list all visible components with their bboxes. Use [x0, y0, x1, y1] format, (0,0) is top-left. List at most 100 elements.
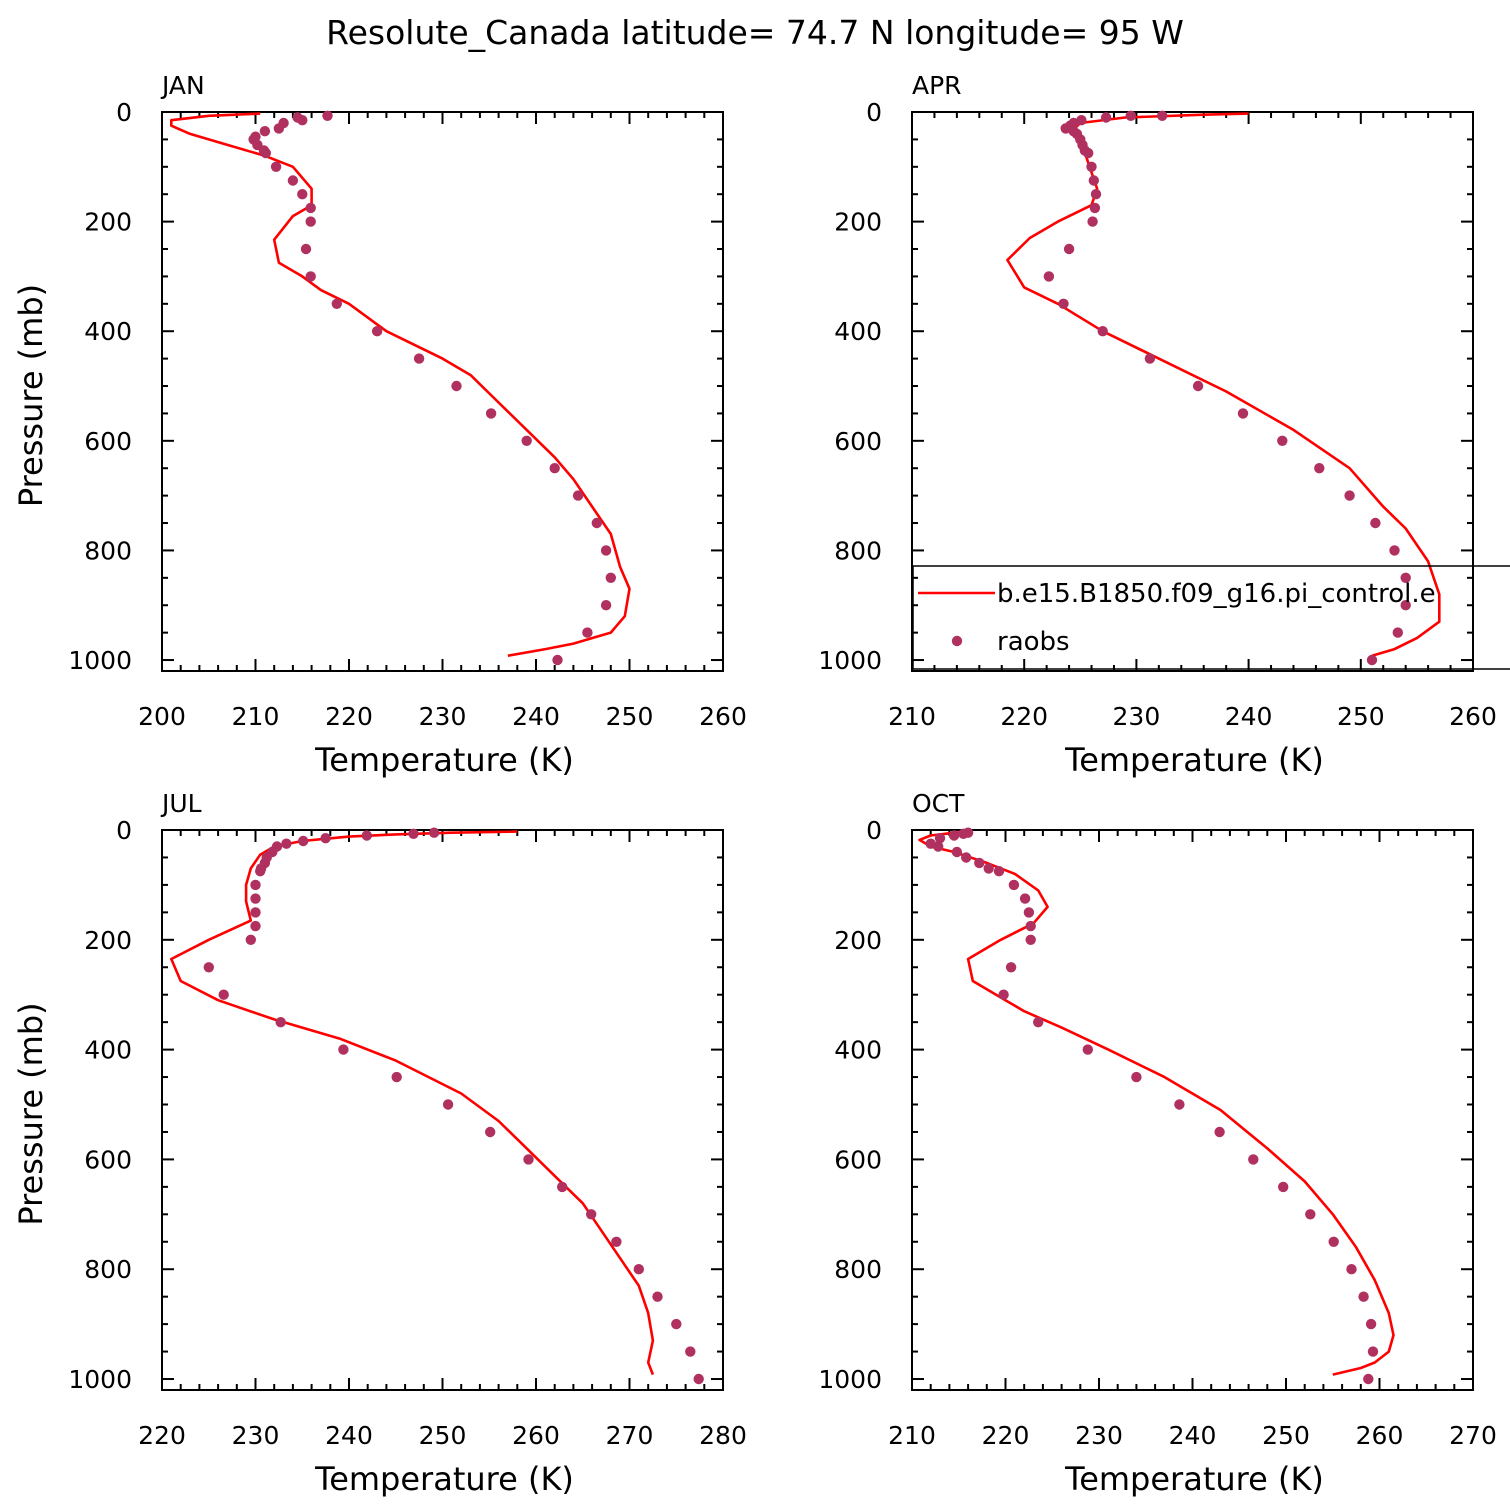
raobs-point	[203, 962, 214, 973]
raobs-point	[1278, 1181, 1289, 1193]
x-axis-label: Temperature (K)	[314, 1460, 574, 1498]
y-tick-label: 600	[834, 427, 882, 456]
y-tick-label: 200	[84, 926, 132, 955]
raobs-point	[281, 838, 292, 849]
y-tick-label: 600	[84, 1145, 132, 1174]
raobs-point	[1144, 353, 1156, 364]
raobs-point	[1086, 161, 1097, 172]
panel-label-apr: APR	[912, 71, 962, 100]
panel-label-jul: JUL	[160, 789, 202, 818]
raobs-point	[572, 490, 584, 501]
y-tick-label: 400	[84, 317, 132, 346]
raobs-point	[582, 627, 593, 638]
raobs-point	[485, 408, 497, 419]
raobs-point	[442, 1099, 454, 1110]
raobs-point	[298, 835, 309, 847]
raobs-point	[633, 1264, 644, 1275]
raobs-point	[1305, 1209, 1316, 1220]
raobs-point	[1400, 572, 1411, 583]
raobs-point	[600, 600, 612, 611]
raobs-point	[391, 1071, 402, 1083]
raobs-points-jan	[248, 110, 616, 666]
raobs-point	[1389, 545, 1400, 556]
y-tick-label: 200	[84, 208, 132, 237]
raobs-point	[331, 298, 342, 309]
raobs-point	[322, 110, 333, 122]
raobs-point	[1008, 879, 1020, 891]
raobs-point	[1192, 380, 1204, 392]
legend-box	[912, 565, 1510, 670]
y-axis-label: Pressure (mb)	[12, 284, 50, 507]
raobs-point	[933, 841, 944, 852]
model-line-jul	[170, 830, 655, 1376]
legend-marker-swatch	[951, 635, 963, 647]
x-tick-label: 220	[1000, 702, 1048, 731]
x-tick-label: 240	[1169, 1421, 1217, 1450]
panel-label-jan: JAN	[160, 71, 205, 100]
raobs-point	[275, 1017, 286, 1028]
x-tick-label: 250	[1337, 702, 1385, 731]
y-tick-label: 400	[84, 1036, 132, 1065]
raobs-point	[948, 830, 960, 841]
raobs-point	[1043, 271, 1055, 282]
raobs-point	[250, 879, 261, 891]
raobs-point	[1344, 490, 1355, 501]
raobs-point	[998, 989, 1009, 1000]
raobs-point	[1060, 123, 1071, 134]
raobs-point	[521, 435, 532, 446]
raobs-points-oct	[925, 827, 1379, 1385]
raobs-point	[1366, 654, 1378, 666]
raobs-point	[297, 115, 308, 126]
raobs-point	[260, 147, 271, 159]
raobs-point	[1025, 920, 1036, 932]
raobs-point	[1367, 1346, 1379, 1357]
y-tick-label: 600	[84, 427, 132, 456]
x-tick-label: 210	[888, 702, 936, 731]
plot-frame-jan	[161, 111, 724, 672]
y-tick-label: 400	[834, 317, 882, 346]
x-tick-label: 240	[512, 702, 560, 731]
raobs-point	[523, 1154, 534, 1165]
raobs-point	[1076, 115, 1087, 126]
y-tick-label: 0	[116, 98, 132, 127]
plot-frame-oct	[911, 829, 1474, 1391]
raobs-point	[1088, 175, 1100, 186]
raobs-point	[1248, 1154, 1259, 1165]
raobs-point	[255, 866, 266, 877]
x-tick-label: 260	[1356, 1421, 1404, 1450]
x-tick-label: 230	[232, 1421, 280, 1450]
raobs-point	[305, 271, 316, 282]
raobs-point	[408, 828, 419, 839]
raobs-point	[338, 1044, 349, 1055]
y-tick-label: 1000	[818, 646, 882, 675]
model-line-jan	[170, 112, 631, 657]
raobs-point	[1082, 1044, 1094, 1055]
legend-label-raobs: raobs	[997, 627, 1070, 657]
panel-apr: APR 210 220 230 240 250 260 0 200 400 600 800 1000 Te…	[818, 71, 1496, 779]
raobs-point	[611, 1236, 622, 1248]
raobs-point	[1358, 1291, 1369, 1302]
y-tick-label: 800	[834, 536, 882, 565]
raobs-point	[451, 380, 462, 392]
x-tick-label: 260	[1449, 702, 1497, 731]
ticks-oct	[911, 829, 1474, 1390]
raobs-points-apr	[1043, 110, 1411, 666]
raobs-point	[591, 517, 602, 529]
y-tick-label: 800	[84, 536, 132, 565]
raobs-point	[1005, 962, 1017, 973]
raobs-point	[1019, 893, 1031, 904]
x-tick-label: 210	[232, 702, 280, 731]
y-tick-label: 600	[834, 1145, 882, 1174]
raobs-point	[305, 216, 316, 227]
raobs-point	[320, 833, 331, 844]
raobs-points-jul	[203, 827, 704, 1385]
raobs-point	[549, 463, 560, 474]
x-tick-label: 280	[699, 1421, 747, 1450]
raobs-point	[993, 866, 1005, 877]
figure-title: Resolute_Canada latitude= 74.7 N longitu…	[326, 13, 1184, 52]
raobs-point	[1089, 202, 1101, 214]
raobs-point	[485, 1126, 496, 1138]
y-axis-label: Pressure (mb)	[12, 1002, 50, 1225]
raobs-point	[1157, 110, 1168, 122]
panel-jan: JAN 200 210 220 230 240 250 260 0 200 400 600 800 100…	[12, 71, 747, 779]
